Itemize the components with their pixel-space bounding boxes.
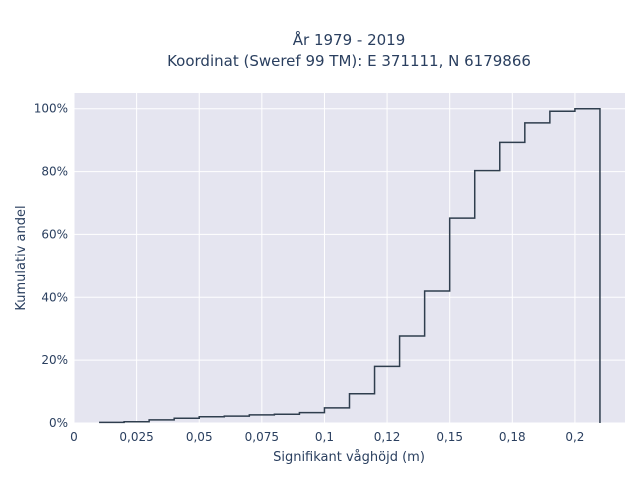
y-tick-label: 40% (41, 290, 68, 304)
y-axis-ticks: 0% 20% 40% 60% 80% 100% (34, 102, 68, 430)
y-tick-label: 80% (41, 165, 68, 179)
x-tick-label: 0,1 (315, 430, 334, 444)
x-tick-label: 0,12 (374, 430, 401, 444)
x-axis-label: Signifikant våghöjd (m) (273, 450, 425, 465)
x-tick-label: 0,075 (245, 430, 279, 444)
x-tick-label: 0,025 (119, 430, 153, 444)
chart-title-line-1: År 1979 - 2019 (293, 30, 406, 49)
y-tick-label: 20% (41, 353, 68, 367)
x-tick-label: 0,18 (499, 430, 526, 444)
y-tick-label: 60% (41, 227, 68, 241)
y-axis-label: Kumulativ andel (14, 205, 29, 310)
plot-background (74, 93, 625, 423)
x-axis-ticks: 0 0,025 0,05 0,075 0,1 0,12 0,15 0,18 0,2 (70, 430, 584, 444)
x-tick-label: 0,05 (186, 430, 213, 444)
y-tick-label: 0% (49, 416, 68, 430)
x-tick-label: 0 (70, 430, 78, 444)
chart-title-line-2: Koordinat (Sweref 99 TM): E 371111, N 61… (167, 52, 531, 70)
grid (73, 93, 625, 424)
cumulative-step-line (99, 107, 601, 424)
y-tick-label: 100% (34, 102, 68, 116)
x-tick-label: 0,15 (436, 430, 463, 444)
x-tick-label: 0,2 (565, 430, 584, 444)
